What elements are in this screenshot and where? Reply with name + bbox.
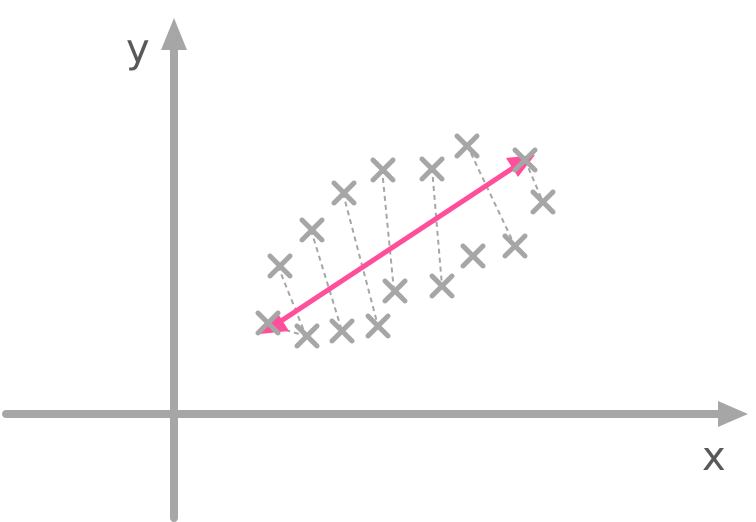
principal-direction-arrow <box>260 155 535 334</box>
projection-line <box>277 265 307 337</box>
data-points <box>255 133 556 349</box>
projection-line <box>466 144 516 247</box>
x-axis-label: x <box>702 434 726 480</box>
cross-icon <box>255 310 281 336</box>
cross-icon <box>331 180 357 206</box>
principal-direction-line <box>275 163 519 326</box>
principal-direction-arrowhead-start <box>260 312 289 334</box>
y-axis-arrowhead <box>161 18 187 50</box>
cross-icon <box>370 157 396 183</box>
projection-lines <box>267 144 544 337</box>
projection-line <box>431 167 443 287</box>
cross-icon <box>502 233 528 259</box>
cross-icon <box>530 189 556 215</box>
cross-icon <box>294 323 320 349</box>
cross-icon <box>419 156 445 182</box>
cross-icon <box>512 147 538 173</box>
cross-icon <box>365 313 391 339</box>
cross-icon <box>299 217 325 243</box>
axes: x y <box>2 18 748 522</box>
cross-icon <box>329 318 355 344</box>
projection-line <box>524 159 544 203</box>
projection-line <box>381 168 395 292</box>
cross-icon <box>267 253 293 279</box>
cross-icon <box>382 278 408 304</box>
y-axis-label: y <box>126 26 150 72</box>
cross-icon <box>460 243 486 269</box>
projection-line <box>310 229 343 332</box>
projection-line <box>342 192 379 327</box>
x-axis-arrowhead <box>718 401 748 427</box>
cross-icon <box>429 273 455 299</box>
cross-icon <box>454 133 480 159</box>
